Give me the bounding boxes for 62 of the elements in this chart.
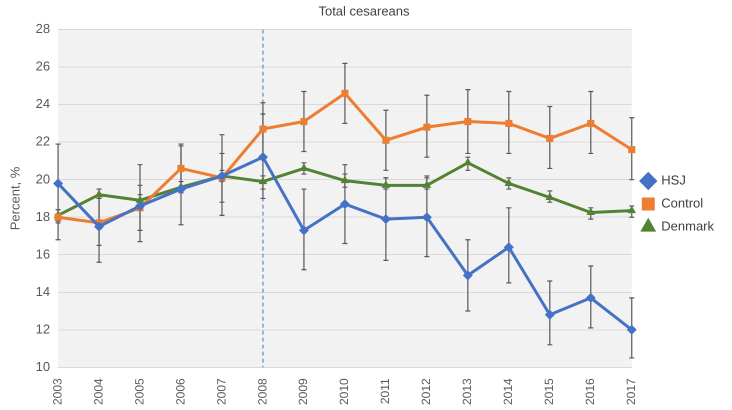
point: [94, 222, 104, 232]
point: [259, 126, 266, 133]
point: [258, 176, 268, 184]
point: [258, 152, 268, 162]
x-tick-label: 2015: [542, 378, 556, 406]
y-axis-title: Percent, %: [7, 166, 22, 230]
point: [53, 178, 64, 188]
y-tick-label: 20: [36, 171, 50, 186]
point: [340, 176, 350, 184]
y-tick-label: 26: [36, 58, 50, 74]
point: [423, 124, 430, 131]
point: [628, 146, 636, 154]
point: [546, 134, 554, 142]
point: [626, 324, 637, 335]
chart-title: Total cesareans: [318, 3, 410, 18]
point: [177, 164, 185, 172]
y-tick-label: 10: [36, 358, 50, 374]
y-tick-label: 14: [36, 284, 50, 299]
point: [54, 214, 62, 221]
point: [382, 180, 390, 188]
y-tick-label: 12: [36, 321, 50, 336]
x-tick-label: 2005: [132, 378, 146, 406]
point: [135, 200, 146, 211]
point: [586, 208, 596, 216]
y-tick-label: 22: [36, 134, 50, 149]
point: [340, 199, 350, 210]
y-tick-label: 28: [36, 21, 50, 36]
point: [587, 120, 594, 127]
x-tick-label: 2003: [50, 378, 64, 406]
point: [504, 242, 514, 252]
point: [505, 120, 512, 127]
y-tick-label: 18: [36, 208, 50, 224]
point: [464, 118, 472, 126]
x-tick-label: 2010: [337, 378, 352, 406]
point: [298, 225, 309, 236]
y-tick-label: 24: [36, 96, 50, 112]
x-tick-label: 2013: [460, 378, 474, 406]
x-tick-label: 2011: [378, 378, 392, 404]
y-tick-label: 16: [36, 246, 50, 262]
legend-label: Control: [661, 196, 704, 211]
point: [586, 292, 596, 303]
x-tick-label: 2012: [419, 378, 434, 406]
x-tick-label: 2009: [296, 378, 310, 406]
x-tick-label: 2016: [583, 378, 598, 406]
x-tick-label: 2007: [214, 378, 228, 406]
x-tick-label: 2017: [624, 378, 638, 406]
point: [380, 214, 391, 224]
x-tick-label: 2006: [173, 378, 188, 406]
point: [341, 90, 348, 97]
legend-label: Denmark: [661, 218, 714, 234]
x-tick-label: 2004: [91, 378, 106, 406]
point: [300, 118, 308, 126]
point: [382, 136, 390, 144]
point: [627, 206, 636, 214]
legend-label: HSJ: [661, 172, 686, 188]
x-tick-label: 2008: [255, 378, 270, 406]
point: [462, 270, 473, 280]
x-tick-label: 2014: [501, 378, 516, 406]
point: [176, 184, 186, 194]
point: [544, 310, 555, 320]
point: [422, 212, 432, 222]
point: [422, 180, 432, 188]
